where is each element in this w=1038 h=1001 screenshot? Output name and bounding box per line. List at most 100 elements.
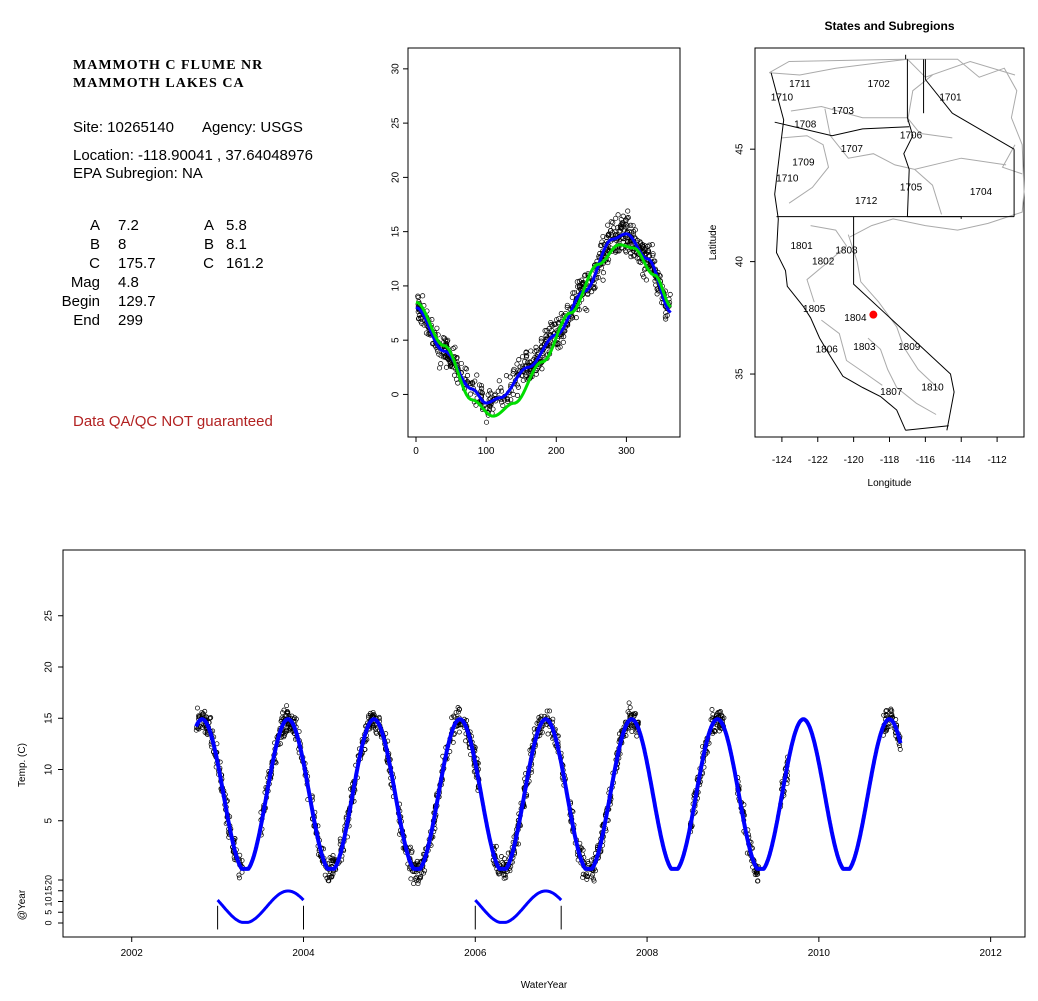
epa-subregion: EPA Subregion: NA	[73, 165, 203, 182]
ts-data-point	[584, 876, 590, 882]
ts-y2-tick-label: 10	[43, 896, 53, 906]
data-point	[641, 248, 647, 255]
param-value: 175.7	[118, 255, 156, 272]
subregion-boundary	[781, 135, 830, 204]
data-point	[599, 239, 605, 245]
ts-data-point	[324, 875, 330, 881]
data-point	[569, 294, 575, 301]
ts-data-point	[585, 874, 591, 879]
x-tick-label: 100	[478, 446, 495, 457]
data-point	[501, 397, 508, 403]
data-point	[539, 366, 545, 372]
subregion-label: 1802	[812, 257, 835, 268]
subregion-label: 1809	[898, 342, 921, 353]
ts-data-point	[416, 878, 422, 884]
data-point	[485, 392, 491, 398]
data-point	[498, 385, 504, 391]
ts-data-point	[422, 868, 428, 874]
data-point	[611, 225, 617, 231]
data-point	[600, 277, 606, 283]
data-point	[617, 225, 623, 231]
data-point	[514, 392, 521, 398]
data-point	[448, 362, 454, 368]
site-marker	[869, 310, 878, 319]
data-point	[533, 344, 539, 350]
ts-x-tick-label: 2012	[980, 948, 1003, 959]
subregion-boundary	[806, 225, 848, 303]
ts-data-point	[366, 713, 372, 719]
subregion-boundary	[867, 337, 937, 415]
data-point	[627, 239, 633, 245]
data-point	[597, 242, 604, 249]
subregion-label: 1807	[880, 387, 903, 398]
ts-data-point	[413, 877, 419, 883]
data-point	[641, 274, 647, 280]
data-point	[662, 314, 668, 320]
ts-data-point	[625, 709, 631, 715]
map-y-axis-label: Latitude	[708, 224, 719, 260]
data-point	[452, 344, 458, 350]
state-boundary	[774, 121, 910, 137]
data-point	[492, 392, 498, 398]
data-point	[514, 361, 520, 367]
subregion-label: 1707	[841, 144, 864, 155]
ts-data-point	[755, 878, 760, 884]
data-point	[556, 316, 562, 322]
ts-data-point	[408, 876, 414, 882]
data-point	[508, 397, 514, 403]
map-x-tick-label: -114	[952, 455, 972, 466]
data-point	[514, 382, 520, 388]
param-label: C	[89, 255, 100, 272]
ts-data-point	[236, 872, 242, 878]
y-tick-label: 30	[391, 63, 402, 75]
ts-data-point	[547, 708, 552, 714]
data-point	[533, 348, 540, 354]
data-point	[515, 384, 521, 390]
param-value: 7.2	[118, 217, 139, 234]
ts-x-tick-label: 2002	[121, 948, 144, 959]
subregion-label: 1703	[832, 106, 855, 117]
data-point	[654, 291, 660, 297]
state-boundary	[952, 112, 1015, 150]
ts-data-point	[204, 715, 210, 721]
subregion-boundary	[790, 105, 953, 139]
agency: Agency: USGS	[202, 119, 303, 136]
data-point	[429, 341, 436, 347]
ts-data-point	[883, 708, 889, 714]
data-point	[548, 319, 554, 326]
subregion-label: 1806	[816, 344, 839, 355]
map-x-tick-label: -118	[880, 455, 900, 466]
data-point	[519, 354, 526, 360]
ts-data-point	[580, 871, 586, 877]
ts-data-point	[502, 872, 508, 878]
data-point	[436, 365, 443, 371]
param-label: B	[203, 236, 214, 253]
ts-data-point	[373, 726, 379, 732]
param-label: B	[89, 236, 100, 253]
subregion-label: 1704	[970, 187, 993, 198]
ts-data-point	[754, 872, 760, 877]
ts-y-tick-label: 5	[44, 818, 55, 824]
ts-data-point	[194, 705, 200, 711]
ts-data-point	[284, 727, 290, 733]
subregion-boundary	[906, 74, 933, 123]
data-point	[564, 304, 570, 310]
data-point	[543, 333, 549, 339]
ts-data-point	[888, 706, 894, 712]
data-point	[474, 372, 480, 378]
ts-data-point	[236, 875, 242, 881]
data-point	[500, 402, 506, 409]
ts-data-point	[457, 707, 462, 712]
param-label: End	[73, 312, 100, 329]
data-point	[488, 390, 494, 396]
subregion-label: 1810	[921, 383, 944, 394]
ts-y-tick-label: 25	[44, 610, 55, 622]
data-point	[544, 328, 550, 334]
ts-data-point	[370, 710, 376, 715]
ts-data-point	[632, 711, 638, 717]
subregion-label: 1804	[844, 313, 867, 324]
data-point	[542, 328, 548, 334]
data-point	[558, 334, 564, 340]
data-point	[556, 341, 562, 347]
